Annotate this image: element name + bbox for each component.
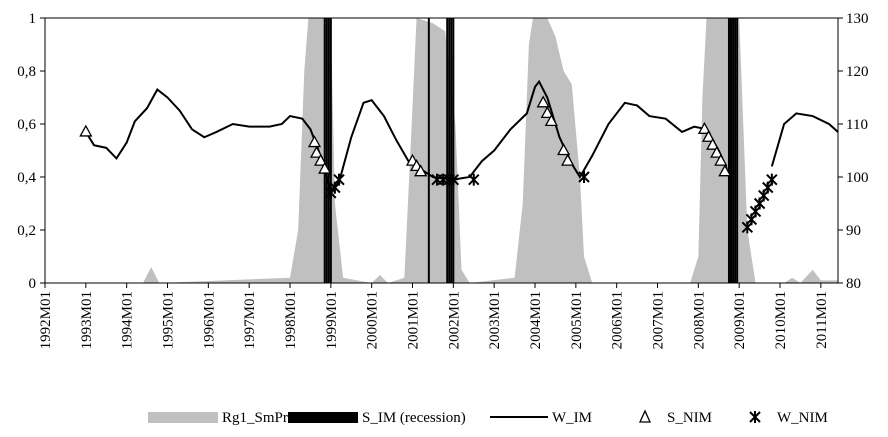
asterisk-marker [333, 173, 345, 186]
plot-frame [44, 17, 839, 284]
y2-tick-label: 100 [846, 170, 869, 186]
y-tick-label: 0,6 [17, 117, 36, 133]
y-tick-label: 0,8 [17, 64, 36, 80]
x-tick-label: 2005M01 [569, 291, 585, 349]
plot-series [45, 18, 838, 283]
x-tick-label: 2007M01 [651, 291, 667, 349]
x-tick-label: 2003M01 [487, 291, 503, 349]
x-tick-label: 2009M01 [732, 291, 748, 349]
triangle-marker [314, 153, 328, 166]
y-tick-label: 0,2 [17, 223, 36, 239]
triangle-marker [701, 129, 716, 142]
recession-bar [450, 18, 453, 283]
y2-tick-label: 90 [846, 223, 861, 239]
x-tick-label: 1997M01 [242, 291, 258, 349]
triangle-marker [309, 145, 324, 158]
x-tick-label: 1992M01 [38, 291, 54, 349]
x-tick-label: 1998M01 [283, 291, 299, 349]
triangle-marker [79, 124, 93, 137]
legend-label: S_NIM [667, 410, 712, 426]
legend-swatch [288, 412, 358, 423]
asterisk-marker [468, 173, 480, 186]
legend-label: W_IM [552, 410, 592, 426]
triangle-marker [556, 143, 571, 156]
recession-bar [452, 18, 455, 283]
area [45, 18, 838, 283]
x-tick-label: 1995M01 [161, 291, 177, 349]
x-tick-label: 2008M01 [691, 291, 707, 349]
triangle-marker [536, 95, 550, 108]
recession-bar [732, 18, 735, 283]
recession-bar [427, 18, 430, 283]
recession-bar [327, 18, 330, 283]
line [84, 79, 839, 193]
x-tick-label: 2004M01 [528, 291, 544, 349]
triangle-marker [544, 114, 558, 126]
x-tick-label: 2011M01 [814, 291, 830, 349]
y2-tick-label: 130 [846, 11, 869, 27]
x-tick-label: 1993M01 [79, 291, 95, 349]
asterisk-marker [578, 171, 590, 183]
y2-tick-label: 120 [846, 64, 869, 80]
recession-bar [325, 18, 328, 283]
x-tick-label: 1994M01 [120, 291, 136, 349]
legend-swatch [148, 412, 218, 423]
asterisk-marker [447, 173, 460, 186]
x-tick-label: 1996M01 [201, 291, 217, 349]
triangle-marker [697, 121, 712, 134]
triangle-marker [714, 153, 728, 166]
x-tick-label: 2001M01 [406, 291, 422, 349]
asterisk-marker [766, 173, 778, 186]
y-tick-label: 0,4 [17, 170, 36, 186]
x-tick-label: 2002M01 [446, 291, 462, 349]
legend-label: S_IM (recession) [362, 410, 466, 426]
y2-tick-label: 80 [846, 276, 861, 292]
recession-bar [736, 18, 739, 283]
triangle-marker [318, 161, 332, 174]
legend: Rg1_SmProbs S_IM (recession) W_IM S_NIM W_NI… [148, 409, 828, 426]
x-tick-label: 2010M01 [773, 291, 789, 349]
recession-bar [446, 18, 449, 283]
triangle-marker [710, 145, 724, 158]
recession-bar [323, 18, 326, 283]
recession-bar [734, 18, 737, 283]
recession-bar [730, 18, 733, 283]
legend-swatch [749, 411, 761, 423]
triangle-marker [718, 164, 732, 177]
legend-label: W_NIM [777, 410, 828, 426]
triangle-marker [561, 153, 575, 166]
recession-bar [727, 18, 730, 283]
x-tick-label: 2000M01 [365, 291, 381, 349]
legend-swatch [638, 409, 652, 423]
y2-tick-label: 110 [846, 117, 868, 133]
recession-bar [448, 18, 451, 283]
y-tick-label: 0 [29, 276, 37, 292]
triangle-marker [307, 135, 322, 148]
y-tick-label: 1 [29, 11, 37, 27]
legend-label: Rg1_SmProbs [222, 410, 309, 426]
triangle-marker [706, 137, 720, 150]
triangle-marker [414, 164, 428, 177]
x-tick-label: 1999M01 [324, 291, 340, 349]
recession-bar [329, 18, 332, 283]
x-tick-label: 2006M01 [610, 291, 626, 349]
triangle-marker [540, 106, 554, 119]
